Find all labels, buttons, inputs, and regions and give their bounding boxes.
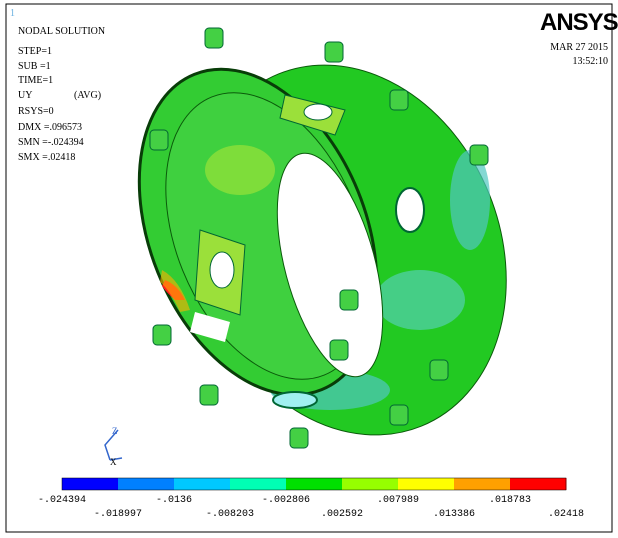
- stat-line: SMX =.02418: [18, 152, 75, 163]
- legend-label: .013386: [433, 509, 475, 520]
- info-line: TIME=1: [18, 75, 53, 86]
- date: MAR 27 2015: [550, 42, 608, 53]
- stat-line: RSYS=0: [18, 106, 54, 117]
- legend-swatch: [398, 478, 455, 490]
- stat-line: DMX =.096573: [18, 122, 82, 133]
- item-qualifier: (AVG): [74, 90, 101, 101]
- logo: ANSYS: [540, 9, 618, 36]
- stat-line: SMN =-.024394: [18, 137, 84, 148]
- legend-label: .018783: [489, 495, 531, 506]
- legend-swatch: [230, 478, 287, 490]
- legend-swatch: [118, 478, 175, 490]
- legend-label: .007989: [377, 495, 419, 506]
- legend-label: -.0136: [156, 495, 192, 506]
- ansys-plot: 1 NODAL SOLUTION STEP=1 SUB =1 TIME=1 UY…: [0, 0, 618, 538]
- axis-label: X: [110, 457, 117, 467]
- plot-title: NODAL SOLUTION: [18, 26, 105, 37]
- legend-label: -.008203: [206, 509, 254, 520]
- axis-label: Z: [112, 426, 118, 436]
- legend-label: .002592: [321, 509, 363, 520]
- legend-swatch: [174, 478, 231, 490]
- legend-swatch: [454, 478, 511, 490]
- legend-label: -.002806: [262, 495, 310, 506]
- legend-label: .02418: [548, 509, 584, 520]
- legend-swatch: [342, 478, 399, 490]
- legend-label: -.024394: [38, 495, 86, 506]
- legend-swatch: [286, 478, 343, 490]
- legend-label: -.018997: [94, 509, 142, 520]
- item: UY: [18, 90, 32, 101]
- window-number: 1: [10, 8, 15, 19]
- info-line: SUB =1: [18, 61, 51, 72]
- info-line: STEP=1: [18, 46, 52, 57]
- legend-swatch: [62, 478, 119, 490]
- time: 13:52:10: [572, 56, 608, 67]
- legend-swatch: [510, 478, 567, 490]
